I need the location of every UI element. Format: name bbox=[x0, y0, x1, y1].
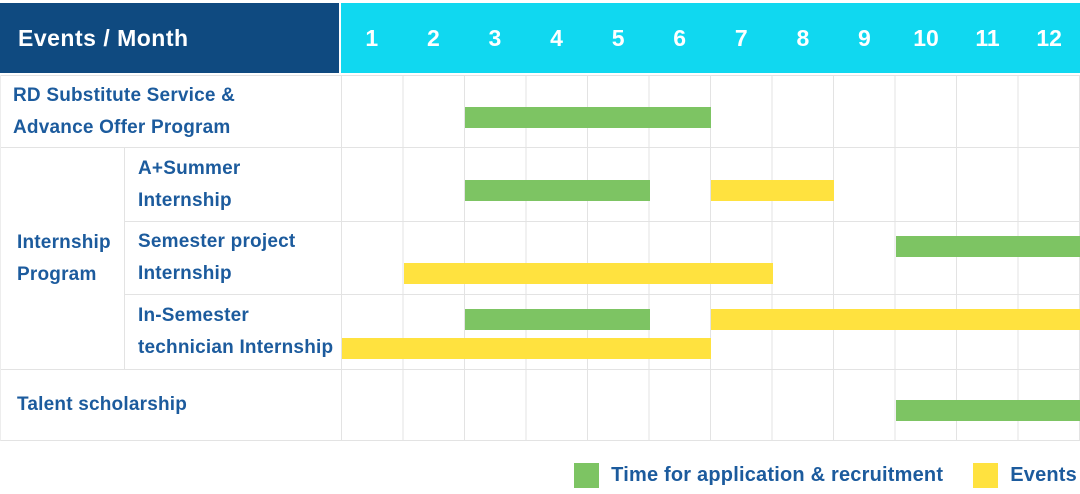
row-label-in-semester-technician-internship: In-Semester technician Internship bbox=[125, 295, 342, 369]
application-color-swatch bbox=[574, 463, 600, 488]
month-header-9: 9 bbox=[858, 24, 871, 51]
label-line: Internship bbox=[138, 189, 232, 211]
gantt-bar-events bbox=[711, 309, 1080, 330]
table-row: Talent scholarship bbox=[1, 369, 1080, 440]
legend-label: Time for application & recruitment bbox=[611, 464, 944, 486]
month-header-1: 1 bbox=[365, 24, 379, 51]
table-row: In-Semester technician Internship bbox=[125, 294, 1080, 369]
gantt-bar-application bbox=[465, 106, 711, 128]
legend-label: Events bbox=[1010, 464, 1077, 486]
month-header-11: 11 bbox=[975, 24, 1000, 51]
legend-item-application: Time for application & recruitment bbox=[574, 463, 943, 488]
month-header-7: 7 bbox=[734, 24, 748, 51]
label-line: RD Substitute Service & bbox=[13, 84, 236, 106]
label-line: Program bbox=[17, 263, 97, 285]
month-grid bbox=[342, 295, 1080, 369]
table-body: RD Substitute Service & Advance Offer Pr… bbox=[0, 75, 1080, 441]
row-label-rd-substitute-service: RD Substitute Service & Advance Offer Pr… bbox=[1, 76, 342, 147]
month-grid bbox=[342, 76, 1080, 147]
month-header-2: 2 bbox=[426, 24, 440, 51]
month-header-4: 4 bbox=[550, 24, 563, 51]
table-row: Semester project Internship bbox=[125, 221, 1080, 294]
month-header-6: 6 bbox=[673, 24, 687, 51]
row-label-semester-project-internship: Semester project Internship bbox=[125, 222, 342, 294]
gantt-bar-application bbox=[465, 309, 650, 330]
gantt-bar-application bbox=[465, 179, 650, 201]
legend: Time for application & recruitment Event… bbox=[574, 463, 1077, 488]
label-line: Semester project bbox=[138, 231, 296, 252]
internship-program-subrows: A+Summer Internship Semester project Int… bbox=[125, 148, 1080, 369]
month-grid bbox=[342, 148, 1080, 221]
label-line: A+Summer bbox=[138, 157, 241, 179]
month-header-5: 5 bbox=[611, 24, 625, 51]
label-line: technician Internship bbox=[138, 337, 334, 358]
month-header-8: 8 bbox=[796, 24, 810, 51]
table-row: RD Substitute Service & Advance Offer Pr… bbox=[1, 75, 1080, 147]
legend-item-events: Events bbox=[973, 463, 1077, 488]
gantt-bar-application bbox=[895, 400, 1080, 421]
table-header-row: Events / Month 1 2 3 4 5 6 7 8 9 10 11 1… bbox=[0, 3, 1080, 73]
month-grid bbox=[342, 222, 1080, 294]
table-row-group-internship-program: Internship Program A+Summer Internship bbox=[1, 147, 1080, 369]
gantt-bar-events bbox=[711, 179, 834, 201]
month-grid bbox=[342, 370, 1080, 440]
gantt-bar-events bbox=[403, 263, 773, 284]
gantt-bar-events bbox=[342, 338, 711, 359]
month-header-12: 12 bbox=[1036, 24, 1062, 51]
month-header-strip: 1 2 3 4 5 6 7 8 9 10 11 12 bbox=[341, 3, 1080, 73]
gantt-schedule-table: Events / Month 1 2 3 4 5 6 7 8 9 10 11 1… bbox=[0, 3, 1080, 441]
events-color-swatch bbox=[973, 463, 999, 488]
gantt-bar-application bbox=[895, 236, 1080, 257]
table-row: A+Summer Internship bbox=[125, 148, 1080, 221]
month-header-3: 3 bbox=[488, 24, 502, 51]
label-line: Internship bbox=[17, 231, 111, 253]
label-line: Talent scholarship bbox=[17, 394, 188, 415]
row-label-a-plus-summer-internship: A+Summer Internship bbox=[125, 148, 342, 221]
month-header-10: 10 bbox=[913, 24, 939, 51]
label-line: Internship bbox=[138, 263, 232, 284]
table-header-title: Events / Month bbox=[0, 3, 339, 73]
label-line: Advance Offer Program bbox=[13, 116, 231, 138]
row-label-internship-program: Internship Program bbox=[1, 148, 125, 369]
label-line: In-Semester bbox=[138, 305, 249, 326]
row-label-talent-scholarship: Talent scholarship bbox=[1, 370, 342, 440]
